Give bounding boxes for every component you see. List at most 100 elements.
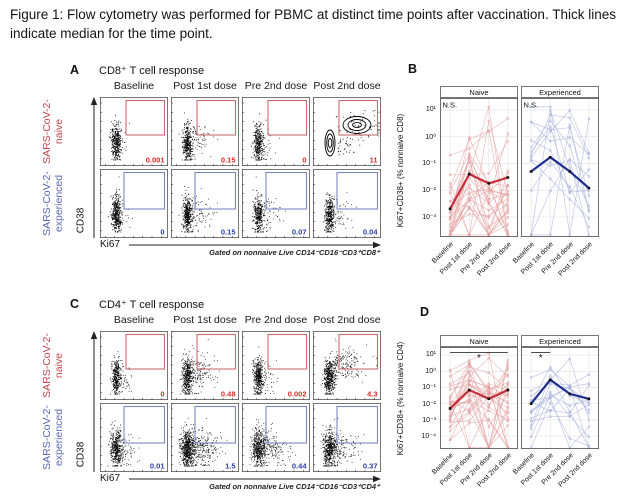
subject-markers (529, 105, 591, 237)
x-axis-arrowhead-icon (373, 475, 381, 483)
scatter-dots (108, 114, 130, 161)
gate-rectangle (125, 99, 166, 136)
significance-asterisk: * (539, 353, 543, 364)
x-tick-label: Post 1st dose (520, 241, 556, 276)
median-markers (448, 172, 510, 211)
scatter-dots (107, 420, 140, 467)
axis-ticks (242, 336, 304, 400)
y-tick-label: 10⁰ (425, 133, 436, 141)
panel-title: CD4⁺ T cell response (99, 299, 205, 311)
gate-value: 0.37 (363, 462, 378, 471)
median-line (530, 155, 590, 189)
gate-rectangle (123, 405, 166, 444)
y-tick-label: 10⁻³ (422, 213, 436, 221)
row-label-line: SARS-CoV-2- (40, 99, 53, 164)
flow-plot: 0.01 (100, 403, 168, 472)
subject-markers (448, 352, 510, 449)
gate-rectangle (265, 405, 308, 444)
panel-d-label: D (420, 305, 430, 319)
median-line (530, 378, 590, 405)
axis-ticks (313, 408, 375, 472)
y-tick-label: 10⁻¹ (422, 160, 436, 168)
row-label-line: experienced (52, 174, 64, 233)
median-markers (529, 378, 591, 405)
y-tick-label: 10⁻⁴ (421, 433, 437, 441)
panel-c-label: C (70, 297, 80, 311)
facet-strip-naive: Naive (440, 86, 518, 98)
axis-ticks (100, 408, 162, 472)
panel-title: CD8⁺ T cell response (99, 65, 205, 77)
gate-rectangle (194, 405, 237, 444)
flow-plot: 0 (242, 97, 310, 166)
row-label-line: SARS-CoV-2- (40, 171, 53, 236)
gate-value: 0.001 (146, 156, 165, 165)
facet-strip-experienced: Experienced (521, 335, 599, 347)
flow-plot: 0.15 (171, 97, 239, 166)
axis-arrows (90, 97, 381, 249)
row-label-line: SARS-CoV-2- (40, 333, 53, 398)
flow-column-header: Baseline (113, 80, 155, 92)
chart-facet-naive: * (440, 347, 518, 449)
y-axis-label-text: Ki67+CD38+ (% nonnaive CD8) (396, 113, 406, 227)
gate-rectangle (338, 99, 379, 136)
gate-value: 0.04 (363, 228, 378, 237)
flow-row-label-naive: SARS-CoV-2- naive (34, 331, 72, 400)
facet-strip-experienced: Experienced (521, 86, 599, 98)
facet-border (440, 98, 518, 237)
facet-border (521, 347, 599, 449)
ki67-axis-label: Ki67 (100, 239, 121, 250)
gate-value: 0.15 (221, 228, 236, 237)
scatter-dots (178, 185, 218, 233)
axis-ticks (242, 174, 304, 238)
y-tick-label: 10⁻¹ (422, 384, 436, 392)
ns-annotation: N.S. (524, 101, 539, 110)
flow-row-label-experienced: SARS-CoV-2- experienced (34, 403, 72, 472)
flow-plot: 0.07 (242, 169, 310, 238)
flow-column-header: Pre 2nd dose (244, 314, 308, 326)
y-tick-label: 10⁻³ (422, 416, 436, 424)
gate-rectangle (336, 405, 379, 444)
axis-ticks (171, 408, 233, 472)
axis-ticks (100, 102, 162, 166)
y-tick-label: 10¹ (425, 106, 436, 114)
gate-value: 1.5 (225, 462, 235, 471)
panel-b-label: B (408, 62, 418, 76)
scatter-dots (178, 112, 218, 161)
median-markers (448, 388, 510, 410)
median-line (449, 388, 509, 410)
gate-rectangle (196, 99, 237, 136)
median-markers (529, 156, 591, 190)
scatter-dots (107, 176, 133, 233)
axis-ticks (313, 174, 375, 238)
flow-column-header: Baseline (113, 314, 155, 326)
row-label-line: naive (52, 118, 64, 145)
row-label-line: naive (52, 352, 64, 379)
flow-column-header: Post 1st dose (173, 80, 237, 92)
flow-row-label-experienced: SARS-CoV-2- experienced (34, 169, 72, 238)
flow-column-header: Post 1st dose (173, 314, 237, 326)
flow-plot: 0.04 (313, 169, 381, 238)
figure-caption: Figure 1: Flow cytometry was performed f… (10, 7, 616, 41)
axis-ticks (100, 174, 162, 238)
flow-plot: 0.002 (242, 331, 310, 400)
axis-ticks (171, 174, 233, 238)
gate-value: 0 (160, 228, 164, 237)
scatter-dots (322, 192, 358, 233)
x-tick-label: Post 1st dose (439, 241, 475, 276)
flow-column-header: Post 2nd dose (313, 314, 381, 326)
gate-rectangle (267, 333, 308, 370)
gate-rectangle (336, 171, 379, 210)
gate-note: Gated on nonnaive Live CD14⁻CD16⁻CD3⁺CD8… (209, 248, 380, 257)
flow-plot: 0.15 (171, 169, 239, 238)
ki67-axis-label: Ki67 (100, 473, 121, 484)
y-tick-label: 10¹ (425, 351, 436, 359)
facet-strip-naive: Naive (440, 335, 518, 347)
y-axis-arrowhead-icon (90, 331, 98, 339)
gate-value: 0.07 (292, 228, 307, 237)
gate-value: 0.48 (221, 390, 236, 399)
gate-value: 0.002 (288, 390, 307, 399)
scatter-dots (250, 113, 281, 161)
x-axis-arrowhead-icon (373, 241, 381, 249)
chart-y-axis-label: Ki67+CD38+ (% nonnaive CD4) (394, 341, 408, 454)
axis-ticks (242, 408, 304, 472)
